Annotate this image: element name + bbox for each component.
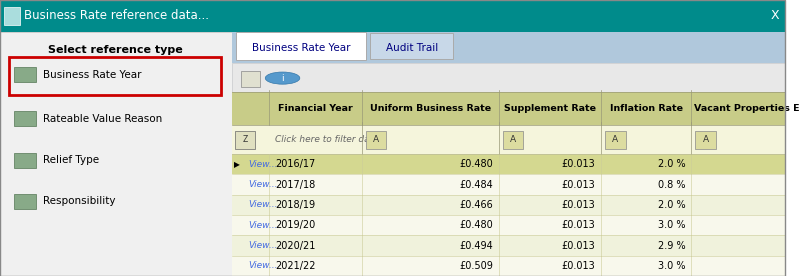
Text: X: X [771, 9, 780, 22]
Bar [232, 215, 785, 235]
Text: Select reference type: Select reference type [48, 45, 183, 55]
Bar [4, 7, 19, 25]
Text: 2.9 %: 2.9 % [658, 240, 685, 251]
Bar [232, 174, 785, 195]
Text: 3.0 %: 3.0 % [658, 220, 685, 230]
Text: Relief Type: Relief Type [43, 155, 99, 165]
Circle shape [266, 72, 300, 84]
Text: Z: Z [242, 135, 248, 144]
Text: Uniform Business Rate: Uniform Business Rate [370, 104, 491, 113]
Bar [232, 125, 785, 154]
Text: A: A [703, 135, 709, 144]
Text: Inflation Rate: Inflation Rate [610, 104, 683, 113]
Text: £0.013: £0.013 [561, 200, 595, 210]
Text: 2020/21: 2020/21 [275, 240, 316, 251]
Text: View...: View... [249, 160, 278, 169]
Text: £0.013: £0.013 [561, 159, 595, 169]
Text: Responsibility: Responsibility [43, 197, 115, 206]
Text: 0.8 %: 0.8 % [658, 179, 685, 190]
Text: Financial Year: Financial Year [278, 104, 353, 113]
Text: £0.480: £0.480 [459, 220, 493, 230]
Text: Rateable Value Reason: Rateable Value Reason [43, 114, 162, 124]
Bar [232, 92, 785, 125]
Bar [232, 235, 785, 256]
Bar [15, 67, 36, 82]
Text: Vacant Properties E: Vacant Properties E [693, 104, 799, 113]
Bar [696, 131, 716, 149]
Text: £0.494: £0.494 [459, 240, 493, 251]
Bar [15, 194, 36, 209]
Text: £0.013: £0.013 [561, 220, 595, 230]
FancyBboxPatch shape [10, 57, 221, 95]
Bar [0, 0, 785, 32]
Text: Supplement Rate: Supplement Rate [504, 104, 596, 113]
Bar [232, 32, 785, 276]
Bar [241, 71, 260, 87]
Bar [232, 195, 785, 215]
Text: £0.509: £0.509 [459, 261, 493, 271]
Text: £0.484: £0.484 [459, 179, 493, 190]
Text: Business Rate Year: Business Rate Year [43, 70, 142, 79]
FancyBboxPatch shape [236, 32, 366, 60]
Text: View...: View... [249, 241, 278, 250]
Text: 2021/22: 2021/22 [275, 261, 316, 271]
Bar [235, 131, 255, 149]
Bar [15, 153, 36, 168]
Text: A: A [613, 135, 618, 144]
Text: View...: View... [249, 221, 278, 230]
Bar [605, 131, 625, 149]
Text: A: A [510, 135, 516, 144]
Text: £0.466: £0.466 [459, 200, 493, 210]
Bar [232, 154, 785, 174]
Text: 2018/19: 2018/19 [275, 200, 316, 210]
Text: £0.013: £0.013 [561, 179, 595, 190]
Text: 2.0 %: 2.0 % [658, 200, 685, 210]
Bar [232, 256, 785, 276]
Bar [232, 63, 785, 92]
Bar [232, 32, 785, 63]
FancyBboxPatch shape [370, 33, 453, 59]
Text: 3.0 %: 3.0 % [658, 261, 685, 271]
Text: Click here to filter data...: Click here to filter data... [275, 135, 387, 144]
Bar [232, 92, 785, 276]
Text: View...: View... [249, 200, 278, 209]
Text: Business Rate reference data...: Business Rate reference data... [23, 9, 208, 22]
Text: £0.013: £0.013 [561, 261, 595, 271]
Text: i: i [281, 74, 284, 83]
Text: 2019/20: 2019/20 [275, 220, 316, 230]
Text: A: A [373, 135, 379, 144]
Text: Business Rate Year: Business Rate Year [252, 43, 350, 53]
Text: 2.0 %: 2.0 % [658, 159, 685, 169]
Bar [503, 131, 524, 149]
Bar [366, 131, 386, 149]
Text: View...: View... [249, 180, 278, 189]
Text: 2017/18: 2017/18 [275, 179, 316, 190]
Text: £0.480: £0.480 [459, 159, 493, 169]
Text: ▶: ▶ [234, 160, 240, 169]
Bar [0, 32, 232, 276]
Text: 2016/17: 2016/17 [275, 159, 316, 169]
Text: Audit Trail: Audit Trail [386, 43, 437, 53]
Text: £0.013: £0.013 [561, 240, 595, 251]
Text: View...: View... [249, 261, 278, 270]
Bar [15, 111, 36, 126]
